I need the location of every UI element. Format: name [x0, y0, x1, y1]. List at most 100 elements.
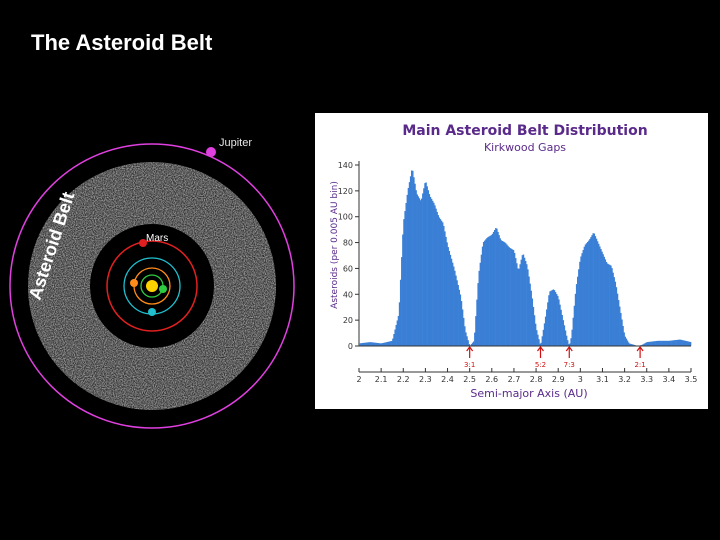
histogram-bar	[378, 343, 381, 346]
histogram-bar	[573, 305, 576, 346]
histogram-bar	[440, 220, 443, 346]
histogram-bar	[656, 340, 659, 346]
histogram-bar	[368, 342, 371, 346]
histogram-bar	[537, 334, 539, 346]
histogram-bar	[418, 198, 421, 346]
histogram-bar	[385, 342, 387, 346]
histogram-bar	[372, 342, 374, 346]
x-tick-label: 2.6	[485, 375, 498, 384]
histogram-bar	[466, 336, 468, 346]
histogram-bar	[559, 304, 561, 346]
histogram-bar	[460, 301, 463, 346]
histogram-bar	[679, 339, 682, 346]
histogram-bar	[580, 256, 582, 346]
histogram-bar	[521, 255, 524, 346]
histogram-bar	[397, 315, 400, 346]
histogram-bar	[518, 268, 520, 346]
mercury-planet	[159, 285, 167, 293]
plot-area: 0 20 40 60 80 100 120 140 3:1 5:2 7:3 2:1 2 2.1 2.2 2.3…	[338, 161, 697, 384]
histogram-bar	[513, 252, 516, 346]
x-tick-label: 2.5	[463, 375, 476, 384]
gap-label: 3:1	[464, 361, 475, 369]
histogram-bar	[399, 279, 402, 346]
histogram-bar	[655, 341, 657, 346]
histogram-bar	[443, 225, 445, 346]
histogram-bar	[464, 326, 466, 346]
histogram-bar	[458, 289, 461, 346]
histogram-bar	[523, 257, 526, 346]
histogram-bar	[542, 329, 545, 346]
y-tick-label: 140	[338, 161, 353, 170]
histogram-bar	[627, 342, 630, 346]
histogram-bar	[522, 254, 525, 346]
histogram-bar	[626, 340, 629, 346]
histogram-bar	[515, 258, 517, 346]
histogram-bar	[569, 343, 571, 346]
histogram-bar	[508, 247, 510, 346]
histogram-bar	[689, 341, 692, 346]
histogram-bar	[498, 235, 500, 346]
x-tick-label: 2.3	[419, 375, 432, 384]
histogram-bar	[412, 170, 414, 346]
histogram-bar	[671, 340, 673, 346]
histogram-bar	[468, 344, 470, 346]
histogram-bar	[530, 290, 532, 346]
histogram-bar	[371, 342, 373, 346]
x-tick-label: 2.8	[530, 375, 543, 384]
x-tick-label: 2.1	[375, 375, 388, 384]
histogram-bar	[516, 263, 518, 346]
histogram-bar	[531, 298, 534, 346]
histogram-bar	[653, 341, 655, 346]
histogram-bar	[375, 342, 378, 346]
histogram-bar	[604, 259, 607, 346]
jupiter-orbit	[9, 143, 295, 429]
histogram-bar	[510, 248, 513, 346]
histogram-bar	[560, 309, 562, 346]
histogram-bar	[565, 335, 568, 346]
y-tick-label: 60	[343, 264, 353, 273]
histogram-bar	[435, 208, 437, 346]
histogram-bar	[520, 259, 522, 346]
histogram-bar	[505, 243, 507, 346]
histogram-bar	[591, 235, 593, 346]
histogram-bar	[678, 339, 681, 346]
x-tick-label: 2	[356, 375, 361, 384]
histogram-bar	[472, 341, 475, 346]
histogram-bar	[370, 342, 372, 346]
histogram-bar	[567, 340, 569, 346]
histogram-bar	[536, 330, 538, 346]
gap-label: 5:2	[535, 361, 546, 369]
histogram-bar	[622, 325, 624, 346]
histogram-bar	[446, 242, 448, 346]
histogram-bar	[461, 309, 464, 346]
y-tick-label: 20	[343, 316, 353, 325]
histogram-bar	[474, 332, 476, 346]
histogram-bar	[360, 343, 362, 346]
histogram-bar	[579, 261, 581, 346]
histogram-bar	[543, 323, 546, 346]
histogram-bar	[561, 314, 563, 346]
x-tick-label: 3.1	[596, 375, 609, 384]
histogram-bar	[485, 239, 487, 346]
histogram-bar	[442, 222, 444, 346]
histogram-bar	[596, 241, 599, 346]
histogram-bar	[633, 344, 635, 346]
histogram-bar	[609, 264, 611, 346]
histogram-bar	[534, 323, 537, 346]
histogram-bar	[361, 343, 363, 346]
histogram-bar	[475, 316, 477, 346]
y-tick-label: 100	[338, 213, 353, 222]
histogram-bar	[437, 215, 439, 346]
histogram-bar	[602, 254, 604, 346]
histogram-bar	[450, 258, 453, 346]
histogram-bar	[631, 344, 633, 346]
chart-title: Main Asteroid Belt Distribution	[402, 123, 647, 139]
histogram-bar	[413, 177, 415, 346]
histogram-bar	[484, 240, 486, 346]
histogram-bar	[409, 176, 412, 346]
histogram-bar	[582, 250, 584, 346]
histogram-bar	[667, 340, 670, 346]
histogram-bar	[396, 320, 399, 346]
histogram-bar	[663, 340, 665, 346]
histogram-bar	[608, 264, 610, 346]
